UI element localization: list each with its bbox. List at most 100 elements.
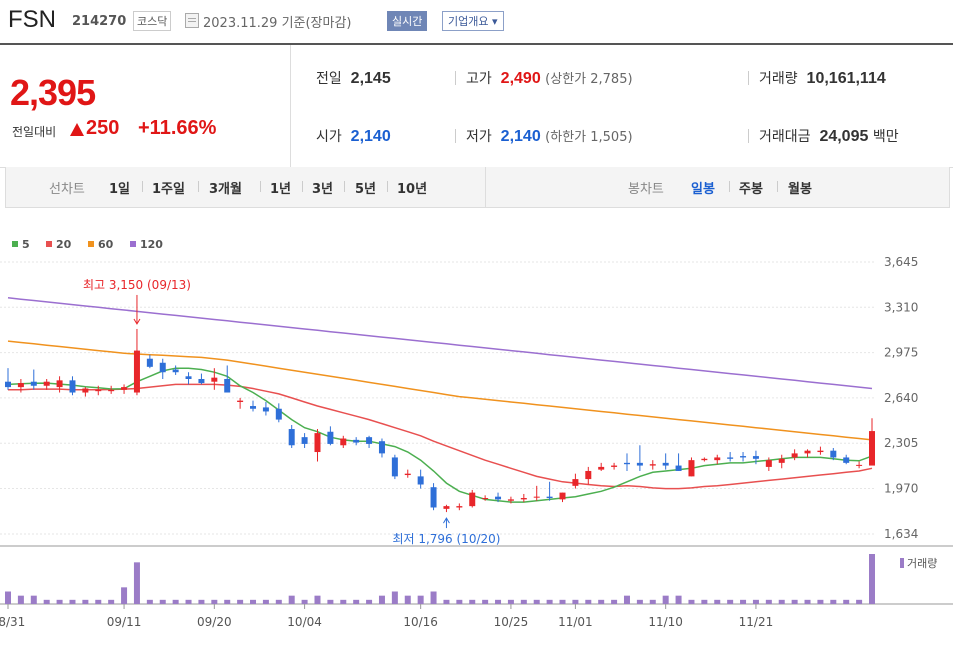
- tab-5y[interactable]: 5년: [355, 182, 377, 197]
- stock-code: 214270: [72, 14, 127, 29]
- high-arrow-head: [133, 318, 141, 325]
- candle-body: [211, 377, 218, 382]
- y-tick-label: 3,310: [884, 300, 918, 314]
- candle-body: [198, 378, 205, 384]
- candle-body: [869, 431, 875, 466]
- candle-body: [378, 441, 385, 454]
- volume-bar: [636, 599, 643, 604]
- tab-daily[interactable]: 일봉: [691, 182, 715, 197]
- candle-body: [30, 381, 37, 386]
- candle-body: [250, 406, 257, 409]
- volume-bar: [95, 599, 102, 604]
- x-tick-label: 11/21: [739, 615, 774, 629]
- candle-body: [572, 479, 579, 486]
- tab-1d[interactable]: 1일: [109, 182, 131, 197]
- volume-bar: [585, 599, 592, 604]
- volume-stat: 거래량 10,161,114: [759, 68, 886, 88]
- legend-swatch: [12, 241, 18, 247]
- divider: [748, 71, 749, 85]
- tab-monthly[interactable]: 월봉: [788, 182, 812, 197]
- volume-bar: [727, 599, 734, 604]
- volume-bar: [224, 599, 231, 604]
- volume-bar: [752, 599, 759, 604]
- ma60-line: [7, 340, 873, 441]
- amount-label: 거래대금: [759, 129, 811, 145]
- volume-bar: [572, 599, 579, 604]
- open-value: 2,140: [350, 128, 391, 145]
- volume-bar: [185, 599, 192, 604]
- tab-1w[interactable]: 1주일: [152, 182, 185, 197]
- candle-body: [649, 464, 656, 466]
- x-tick-label: 10/04: [287, 615, 322, 629]
- candle-body: [56, 380, 63, 388]
- candle-body: [108, 389, 115, 392]
- candle-body: [520, 498, 527, 500]
- x-tick-label: 11/01: [558, 615, 593, 629]
- tab-3m[interactable]: 3개월: [209, 182, 242, 197]
- candle-body: [340, 438, 347, 446]
- line-chart-label: 선차트: [49, 182, 85, 197]
- low-annotation: 최저 1,796 (10/20): [392, 532, 500, 546]
- price-change: 250: [86, 117, 120, 139]
- amount-stat: 거래대금 24,095 백만: [759, 126, 899, 146]
- candle-body: [172, 369, 179, 373]
- y-tick-label: 2,975: [884, 346, 918, 360]
- candle-body: [714, 457, 721, 461]
- volume-bar: [391, 591, 398, 604]
- volume-bar: [817, 599, 824, 604]
- candle-body: [662, 462, 669, 466]
- tab-weekly[interactable]: 주봉: [739, 182, 763, 197]
- legend-swatch: [46, 241, 52, 247]
- volume-legend-swatch: [900, 558, 904, 568]
- tab-1y[interactable]: 1년: [270, 182, 292, 197]
- divider: [455, 71, 456, 85]
- volume-bar: [198, 599, 205, 604]
- y-tick-label: 2,305: [884, 436, 918, 450]
- volume-bar: [366, 599, 373, 604]
- candle-body: [404, 473, 411, 476]
- divider: [260, 181, 261, 192]
- volume-bar: [262, 599, 269, 604]
- volume-bar: [791, 599, 798, 604]
- volume-bar: [417, 595, 424, 604]
- legend-swatch: [88, 241, 94, 247]
- volume-value: 10,161,114: [806, 70, 886, 87]
- volume-bar: [56, 599, 63, 604]
- candle-body: [727, 457, 734, 459]
- chart-period-tabs: 선차트 1일 1주일 3개월 1년 3년 5년 10년 봉차트 일봉 주봉 월봉: [5, 167, 950, 208]
- volume-bar: [507, 599, 514, 604]
- candle-body: [262, 407, 269, 412]
- volume-bar: [69, 599, 76, 604]
- tabs-divider: [485, 167, 486, 207]
- volume-bar: [469, 599, 476, 604]
- volume-bar: [327, 599, 334, 604]
- divider: [198, 181, 199, 192]
- volume-bar: [456, 599, 463, 604]
- volume-bar: [559, 599, 566, 604]
- tab-3y[interactable]: 3년: [312, 182, 334, 197]
- tab-10y[interactable]: 10년: [397, 182, 428, 197]
- candle-body: [636, 462, 643, 466]
- volume-legend-label: 거래량: [907, 557, 937, 570]
- company-info-dropdown[interactable]: 기업개요 ▾: [442, 11, 504, 31]
- candle-body: [791, 453, 798, 458]
- high-value: 2,490: [500, 70, 541, 87]
- open-price: 시가 2,140: [316, 126, 391, 146]
- volume-bar: [611, 599, 618, 604]
- volume-bar: [623, 595, 630, 604]
- realtime-button[interactable]: 실시간: [387, 11, 428, 31]
- volume-bar: [121, 587, 128, 604]
- legend-label: 60: [98, 238, 114, 251]
- divider: [777, 181, 778, 192]
- volume-bar: [172, 599, 179, 604]
- divider: [142, 181, 143, 192]
- volume-bar: [288, 595, 295, 604]
- candle-body: [830, 450, 837, 458]
- y-tick-label: 2,640: [884, 391, 918, 405]
- candle-body: [507, 499, 514, 501]
- volume-bar: [430, 591, 437, 604]
- volume-bar: [714, 599, 721, 604]
- volume-bar: [340, 599, 347, 604]
- volume-bar: [778, 599, 785, 604]
